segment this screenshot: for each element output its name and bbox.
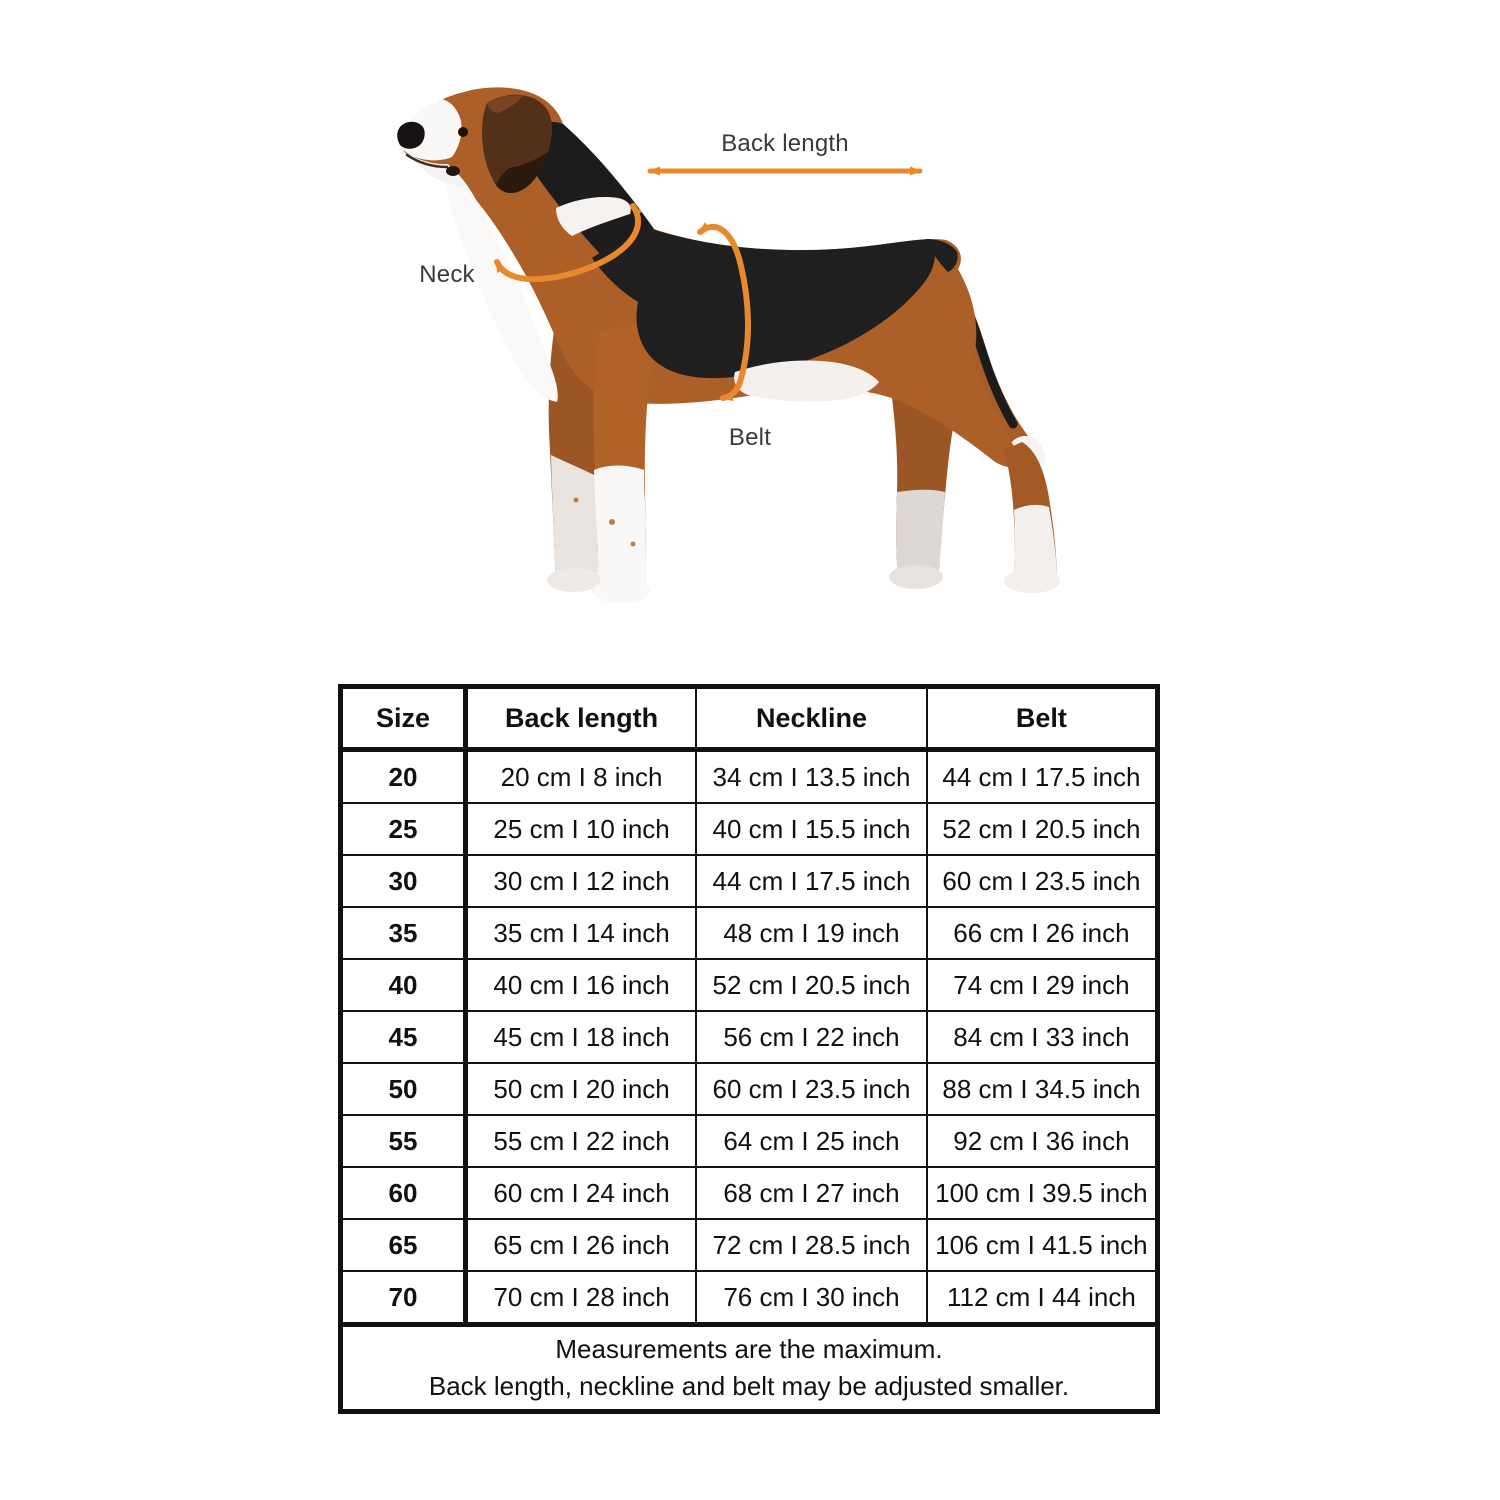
dog-eye	[458, 127, 468, 137]
header-back-length: Back length	[464, 684, 698, 752]
table-row: 40 40 cm I 16 inch 52 cm I 20.5 inch 74 …	[338, 958, 1160, 1012]
size-cell: 40	[338, 958, 468, 1012]
header-size: Size	[338, 684, 468, 752]
belt-cell: 92 cm I 36 inch	[925, 1114, 1160, 1168]
neck-arrow	[494, 203, 643, 283]
footnote-line-1: Measurements are the maximum.	[555, 1334, 943, 1365]
belt-cell: 60 cm I 23.5 inch	[925, 854, 1160, 908]
back-length-cell: 25 cm I 10 inch	[464, 802, 698, 856]
table-header-row: Size Back length Neckline Belt	[338, 684, 1160, 752]
belt-cell: 52 cm I 20.5 inch	[925, 802, 1160, 856]
neckline-cell: 56 cm I 22 inch	[695, 1010, 928, 1064]
table-footnote-row: Measurements are the maximum. Back lengt…	[338, 1322, 1160, 1414]
back-length-cell: 45 cm I 18 inch	[464, 1010, 698, 1064]
neckline-cell: 34 cm I 13.5 inch	[695, 748, 928, 804]
table-row: 50 50 cm I 20 inch 60 cm I 23.5 inch 88 …	[338, 1062, 1160, 1116]
dog-image	[397, 87, 1060, 603]
size-cell: 60	[338, 1166, 468, 1220]
neckline-cell: 44 cm I 17.5 inch	[695, 854, 928, 908]
dog-illustration	[397, 87, 1060, 603]
table-row: 70 70 cm I 28 inch 76 cm I 30 inch 112 c…	[338, 1270, 1160, 1326]
table-row: 35 35 cm I 14 inch 48 cm I 19 inch 66 cm…	[338, 906, 1160, 960]
belt-cell: 44 cm I 17.5 inch	[925, 748, 1160, 804]
size-cell: 20	[338, 748, 468, 804]
size-cell: 35	[338, 906, 468, 960]
footnote-line-2: Back length, neckline and belt may be ad…	[428, 1371, 1070, 1401]
back-length-cell: 40 cm I 16 inch	[464, 958, 698, 1012]
belt-arrow	[697, 222, 752, 402]
size-table: Size Back length Neckline Belt 20 20 cm …	[338, 684, 1160, 1414]
belt-cell: 106 cm I 41.5 inch	[925, 1218, 1160, 1272]
belt-cell: 66 cm I 26 inch	[925, 906, 1160, 960]
neckline-cell: 76 cm I 30 inch	[695, 1270, 928, 1326]
back-length-label: Back length	[721, 130, 849, 157]
table-row: 25 25 cm I 10 inch 40 cm I 15.5 inch 52 …	[338, 802, 1160, 856]
back-length-cell: 70 cm I 28 inch	[464, 1270, 698, 1326]
size-cell: 25	[338, 802, 468, 856]
neckline-cell: 48 cm I 19 inch	[695, 906, 928, 960]
dog-measurement-diagram: Back length Neck Belt	[0, 0, 1500, 660]
table-row: 30 30 cm I 12 inch 44 cm I 17.5 inch 60 …	[338, 854, 1160, 908]
belt-cell: 84 cm I 33 inch	[925, 1010, 1160, 1064]
size-cell: 30	[338, 854, 468, 908]
neckline-cell: 64 cm I 25 inch	[695, 1114, 928, 1168]
back-length-cell: 55 cm I 22 inch	[464, 1114, 698, 1168]
table-row: 20 20 cm I 8 inch 34 cm I 13.5 inch 44 c…	[338, 748, 1160, 804]
neckline-cell: 72 cm I 28.5 inch	[695, 1218, 928, 1272]
back-length-cell: 20 cm I 8 inch	[464, 748, 698, 804]
size-cell: 45	[338, 1010, 468, 1064]
neckline-cell: 60 cm I 23.5 inch	[695, 1062, 928, 1116]
belt-cell: 74 cm I 29 inch	[925, 958, 1160, 1012]
header-belt: Belt	[925, 684, 1160, 752]
measurement-arrows	[494, 166, 923, 402]
header-neckline: Neckline	[695, 684, 928, 752]
dog-nose	[397, 121, 425, 149]
dog-saddle	[592, 229, 935, 379]
table-row: 65 65 cm I 26 inch 72 cm I 28.5 inch 106…	[338, 1218, 1160, 1272]
size-cell: 65	[338, 1218, 468, 1272]
neckline-cell: 52 cm I 20.5 inch	[695, 958, 928, 1012]
back-length-cell: 50 cm I 20 inch	[464, 1062, 698, 1116]
back-length-cell: 35 cm I 14 inch	[464, 906, 698, 960]
neckline-cell: 68 cm I 27 inch	[695, 1166, 928, 1220]
neck-label: Neck	[419, 261, 475, 288]
size-cell: 70	[338, 1270, 468, 1326]
table-row: 60 60 cm I 24 inch 68 cm I 27 inch 100 c…	[338, 1166, 1160, 1220]
belt-cell: 88 cm I 34.5 inch	[925, 1062, 1160, 1116]
size-cell: 55	[338, 1114, 468, 1168]
belt-label: Belt	[728, 424, 772, 451]
back-length-cell: 60 cm I 24 inch	[464, 1166, 698, 1220]
size-cell: 50	[338, 1062, 468, 1116]
belt-cell: 100 cm I 39.5 inch	[925, 1166, 1160, 1220]
back-length-cell: 30 cm I 12 inch	[464, 854, 698, 908]
table-row: 55 55 cm I 22 inch 64 cm I 25 inch 92 cm…	[338, 1114, 1160, 1168]
table-row: 45 45 cm I 18 inch 56 cm I 22 inch 84 cm…	[338, 1010, 1160, 1064]
table-footnote: Measurements are the maximum. Back lengt…	[338, 1322, 1160, 1414]
neckline-cell: 40 cm I 15.5 inch	[695, 802, 928, 856]
belt-cell: 112 cm I 44 inch	[925, 1270, 1160, 1326]
back-length-cell: 65 cm I 26 inch	[464, 1218, 698, 1272]
